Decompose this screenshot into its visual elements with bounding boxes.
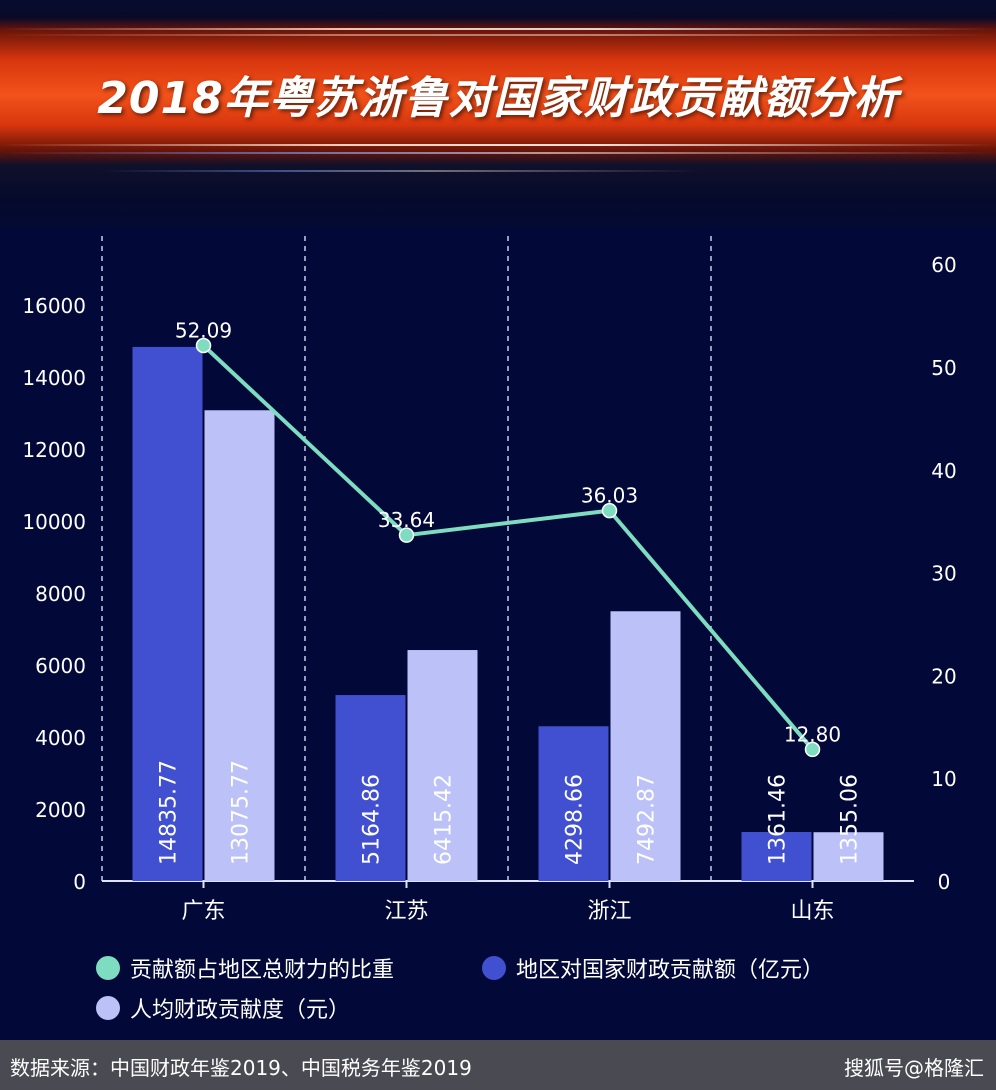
- y-left-tick-label: 8000: [35, 582, 86, 606]
- legend-label: 地区对国家财政贡献额（亿元）: [516, 958, 825, 983]
- ratio-point: [398, 527, 415, 543]
- footer-bar: 数据来源：中国财政年鉴2019、中国税务年鉴2019 搜狐号@格隆汇: [0, 1040, 996, 1090]
- legend-dot-icon: [96, 956, 120, 980]
- y-right-tick-label: 50: [931, 356, 956, 380]
- bar-value-label: 14835.77: [157, 760, 182, 865]
- bar-value-label: 1361.46: [766, 774, 791, 865]
- legend-item-ratio: 贡献额占地区总财力的比重: [96, 952, 394, 984]
- source-note: 数据来源：中国财政年鉴2019、中国税务年鉴2019: [10, 1056, 472, 1080]
- bar-value-label: 1355.06: [838, 774, 863, 865]
- y-right-tick-label: 10: [931, 767, 956, 791]
- y-left-tick-label: 16000: [22, 294, 86, 318]
- y-right-tick-label: 20: [931, 664, 956, 688]
- ratio-point: [804, 741, 821, 758]
- bar-per-capita: [813, 832, 884, 881]
- y-left-tick-label: 10000: [22, 510, 86, 534]
- ratio-point: [195, 337, 212, 354]
- y-left-tick-label: 12000: [22, 438, 86, 462]
- legend-label: 贡献额占地区总财力的比重: [130, 958, 395, 983]
- ratio-point: [601, 502, 618, 519]
- ratio-value-label: 12.80: [784, 722, 841, 746]
- legend-item-per-capita: 人均财政贡献度（元）: [96, 992, 350, 1024]
- bar-per-capita: [204, 410, 275, 881]
- ratio-value-label: 36.03: [581, 484, 638, 508]
- title-banner: 2018年粤苏浙鲁对国家财政贡献额分析: [0, 0, 996, 228]
- y-left-tick-label: 14000: [22, 366, 86, 390]
- y-right-tick-label: 60: [931, 253, 956, 277]
- light-streak: [0, 152, 996, 154]
- y-left-tick-label: 0: [73, 870, 86, 894]
- y-right-tick-label: 30: [931, 562, 956, 586]
- bar-value-label: 13075.77: [229, 760, 254, 865]
- x-category-label: 山东: [790, 899, 834, 924]
- x-category-label: 浙江: [587, 899, 631, 924]
- bar-value-label: 7492.87: [635, 774, 660, 865]
- legend-dot-icon: [482, 956, 506, 980]
- bar-contribution: [132, 346, 203, 881]
- combo-chart: 0 2000 4000 6000 8000 10000 12000 14000 16000 0 10…: [22, 236, 957, 924]
- bar-contribution: [538, 726, 609, 881]
- y-right-tick-label: 40: [931, 459, 956, 483]
- light-streak: [0, 28, 996, 30]
- y-left-tick-label: 4000: [35, 726, 86, 750]
- bar-per-capita: [610, 611, 681, 881]
- bar-value-label: 4298.66: [563, 774, 588, 865]
- legend-item-contribution: 地区对国家财政贡献额（亿元）: [482, 952, 824, 984]
- light-streak: [100, 170, 700, 172]
- y-right-tick-label: 0: [938, 870, 951, 894]
- light-streak: [0, 144, 996, 146]
- bar-value-label: 6415.42: [432, 774, 457, 865]
- x-category-label: 广东: [181, 899, 225, 924]
- legend-dot-icon: [96, 996, 120, 1020]
- ratio-line: [202, 344, 815, 751]
- y-left-tick-label: 2000: [35, 798, 86, 822]
- ratio-value-label: 52.09: [175, 319, 232, 343]
- bar-per-capita: [407, 650, 478, 881]
- light-streak: [0, 34, 996, 36]
- bar-value-label: 5164.86: [360, 774, 385, 865]
- watermark: 搜狐号@格隆汇: [844, 1056, 984, 1080]
- y-left-tick-label: 6000: [35, 654, 86, 678]
- bar-contribution: [741, 831, 812, 881]
- bar-contribution: [335, 695, 406, 881]
- x-category-label: 江苏: [384, 899, 428, 924]
- ratio-value-label: 33.64: [378, 508, 435, 532]
- legend-label: 人均财政贡献度（元）: [130, 998, 351, 1023]
- chart-title: 2018年粤苏浙鲁对国家财政贡献额分析: [97, 73, 899, 124]
